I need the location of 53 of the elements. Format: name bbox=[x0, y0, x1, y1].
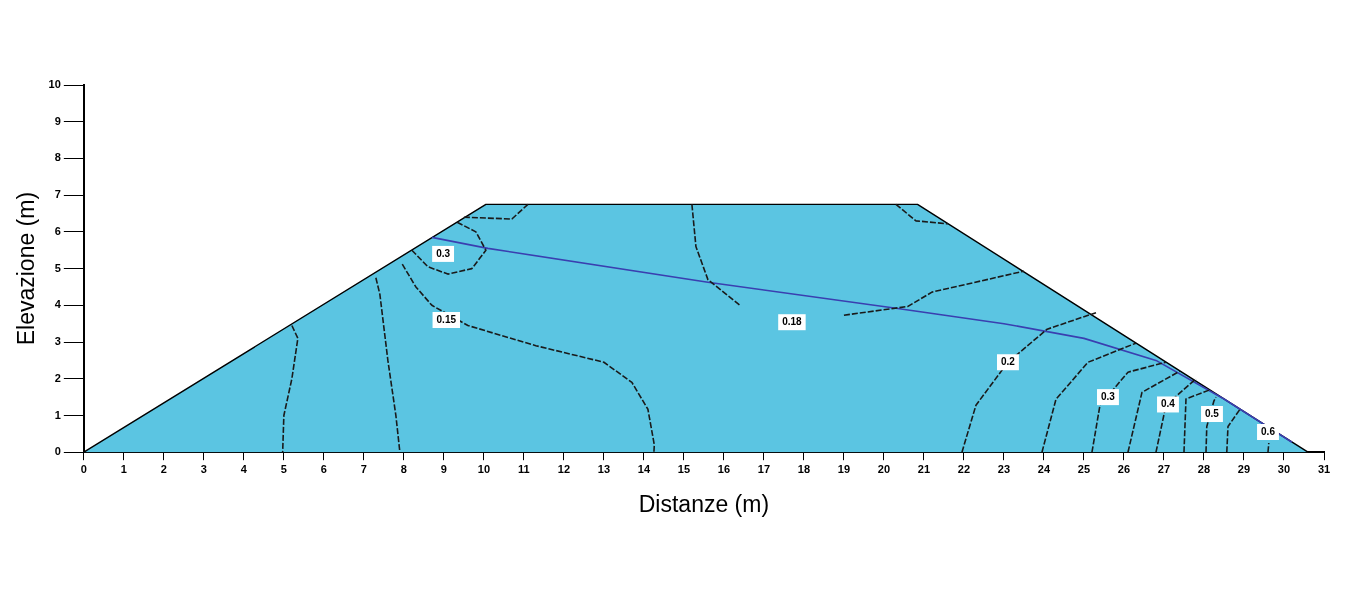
y-tick-label: 7 bbox=[54, 188, 61, 201]
annotation: 0.4 bbox=[1161, 398, 1176, 410]
x-tick-label: 12 bbox=[557, 462, 571, 475]
annotation: 0.3 bbox=[436, 247, 451, 259]
x-tick-label: 30 bbox=[1277, 462, 1291, 475]
annotation: 0.18 bbox=[782, 315, 803, 327]
x-tick-label: 5 bbox=[280, 462, 287, 475]
x-tick-label: 10 bbox=[477, 462, 491, 475]
x-tick-label: 11 bbox=[518, 462, 530, 475]
y-tick-label: 10 bbox=[48, 78, 61, 91]
y-axis-title: Elevazione (m) bbox=[13, 191, 40, 346]
annotation: 0.6 bbox=[1261, 425, 1276, 437]
x-tick-label: 26 bbox=[1117, 462, 1131, 475]
y-tick-label: 2 bbox=[54, 371, 61, 384]
y-tick-label: 9 bbox=[54, 114, 61, 127]
x-tick-label: 4 bbox=[240, 462, 248, 475]
y-tick-label: 1 bbox=[54, 408, 61, 421]
x-tick-label: 24 bbox=[1037, 462, 1051, 475]
x-tick-label: 3 bbox=[200, 462, 207, 475]
x-tick-label: 27 bbox=[1157, 462, 1171, 475]
x-tick-label: 28 bbox=[1197, 462, 1211, 475]
y-tick-label: 3 bbox=[54, 335, 61, 348]
x-tick-label: 25 bbox=[1077, 462, 1091, 475]
x-tick-label: 16 bbox=[717, 462, 731, 475]
annotation: 0.5 bbox=[1205, 407, 1220, 419]
x-tick-label: 22 bbox=[957, 462, 971, 475]
annotation: 0.2 bbox=[1001, 355, 1016, 367]
x-tick-label: 20 bbox=[877, 462, 891, 475]
annotation: 0.3 bbox=[1101, 390, 1116, 402]
y-tick-label: 0 bbox=[54, 445, 61, 458]
x-tick-label: 14 bbox=[637, 462, 651, 475]
x-tick-label: 13 bbox=[597, 462, 611, 475]
y-tick-label: 5 bbox=[54, 261, 61, 274]
y-tick-label: 4 bbox=[54, 298, 62, 311]
x-tick-label: 18 bbox=[797, 462, 811, 475]
x-tick-label: 31 bbox=[1317, 462, 1331, 475]
x-tick-label: 23 bbox=[997, 462, 1011, 475]
y-tick-label: 6 bbox=[54, 224, 61, 237]
x-tick-label: 9 bbox=[440, 462, 447, 475]
x-tick-label: 0 bbox=[80, 462, 87, 475]
x-tick-label: 15 bbox=[677, 462, 691, 475]
x-tick-label: 17 bbox=[757, 462, 771, 475]
x-tick-label: 8 bbox=[400, 462, 407, 475]
x-tick-label: 7 bbox=[360, 462, 367, 475]
x-tick-label: 2 bbox=[160, 462, 167, 475]
annotation: 0.15 bbox=[436, 313, 457, 325]
x-axis-title: Distanze (m) bbox=[638, 490, 770, 517]
x-tick-label: 21 bbox=[917, 462, 931, 475]
x-tick-label: 19 bbox=[837, 462, 851, 475]
y-tick-label: 8 bbox=[54, 151, 61, 164]
x-tick-label: 1 bbox=[120, 462, 127, 475]
x-tick-label: 29 bbox=[1237, 462, 1251, 475]
x-tick-label: 6 bbox=[320, 462, 327, 475]
